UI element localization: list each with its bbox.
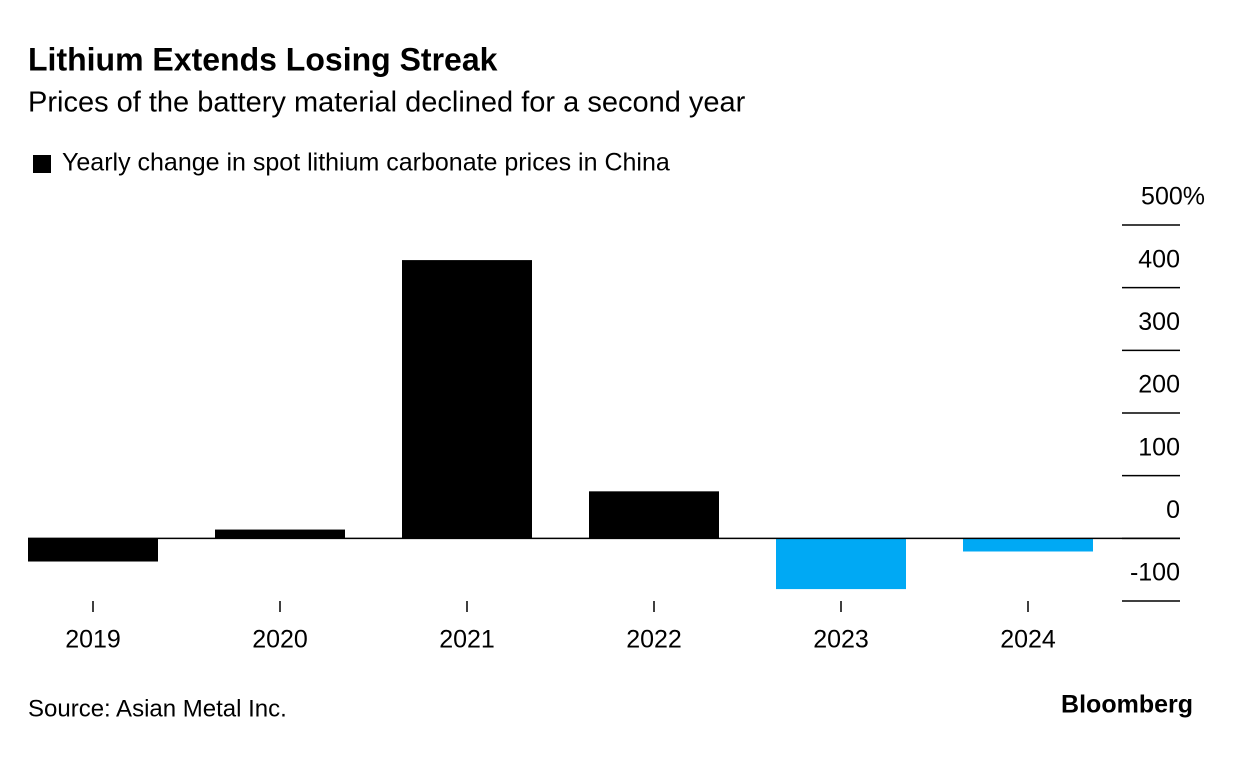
- bar: [28, 538, 158, 562]
- legend-swatch: [33, 155, 51, 173]
- x-tick-label: 2022: [626, 626, 682, 654]
- y-tick-label: 500%: [1141, 183, 1205, 211]
- bar: [963, 538, 1093, 552]
- source: Source: Asian Metal Inc.: [28, 695, 287, 722]
- x-tick-label: 2024: [1000, 626, 1056, 654]
- y-tick-label: 0: [1166, 496, 1180, 524]
- y-tick-label: 400: [1138, 245, 1180, 273]
- x-tick-label: 2023: [813, 626, 869, 654]
- x-tick-label: 2020: [252, 626, 308, 654]
- y-tick-label: 200: [1138, 371, 1180, 399]
- chart-subtitle: Prices of the battery material declined …: [28, 87, 746, 119]
- legend-label: Yearly change in spot lithium carbonate …: [62, 149, 670, 177]
- y-tick-label: 100: [1138, 433, 1180, 461]
- y-tick-label: 300: [1138, 308, 1180, 336]
- bar: [402, 260, 532, 539]
- bar: [215, 529, 345, 539]
- chart-title: Lithium Extends Losing Streak: [28, 41, 498, 77]
- y-tick-label: -100: [1130, 559, 1180, 587]
- bar: [589, 491, 719, 539]
- brand: Bloomberg: [1061, 691, 1193, 719]
- x-tick-label: 2021: [439, 626, 495, 654]
- x-tick-label: 2019: [65, 626, 121, 654]
- bar: [776, 538, 906, 590]
